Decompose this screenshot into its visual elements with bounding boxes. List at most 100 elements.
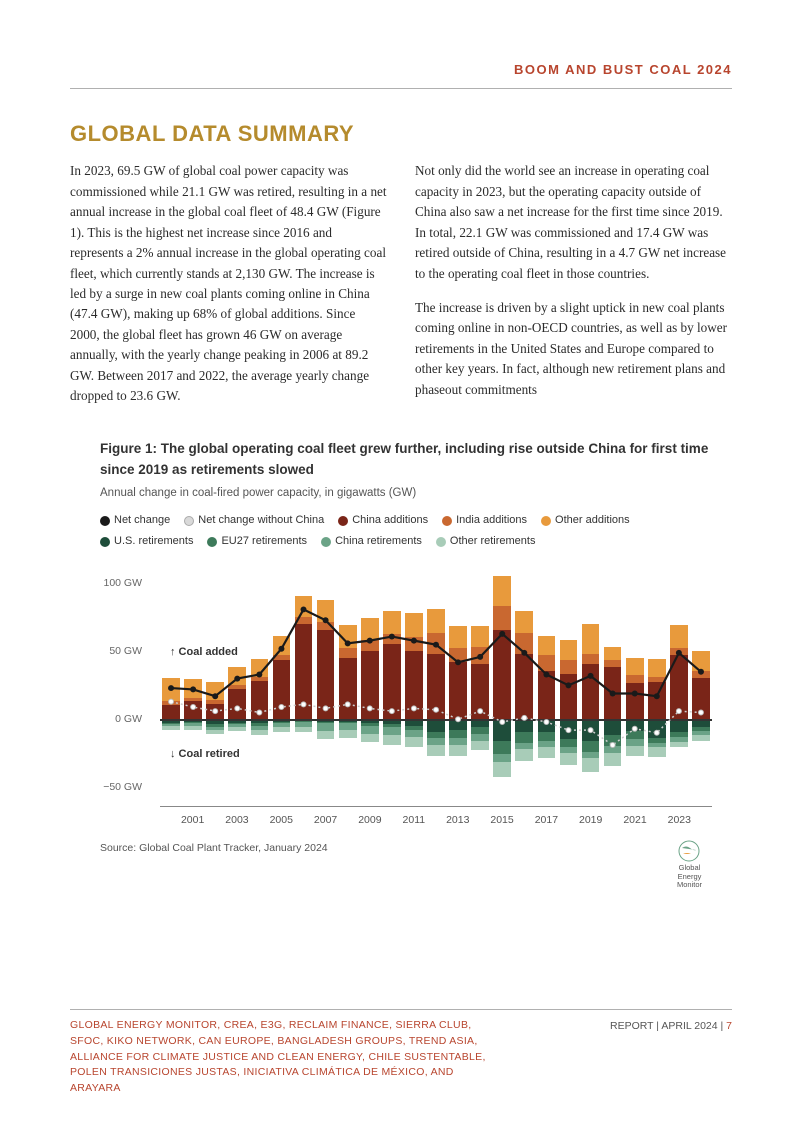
x-tick (514, 812, 535, 828)
bar-seg-ret (538, 719, 556, 733)
x-tick: 2001 (181, 812, 204, 828)
bar-seg-ret (295, 727, 313, 732)
bar-seg-add (493, 576, 511, 606)
bar-seg-ret (648, 719, 666, 738)
bar-seg-ret (471, 734, 489, 741)
bar-seg-ret (560, 753, 578, 765)
bar-seg-add (538, 671, 556, 719)
x-tick: 2023 (668, 812, 691, 828)
bar-seg-add (339, 625, 357, 648)
bar-seg-add (670, 648, 688, 655)
bar-seg-add (648, 659, 666, 677)
bar-year (535, 562, 557, 806)
bar-seg-ret (184, 726, 202, 730)
bar-year (447, 562, 469, 806)
bar-seg-add (515, 611, 533, 633)
legend-label: U.S. retirements (114, 535, 193, 547)
bar-seg-ret (162, 726, 180, 730)
bar-seg-add (692, 678, 710, 719)
bar-seg-add (184, 701, 202, 719)
paragraph-1: In 2023, 69.5 GW of global coal power ca… (70, 161, 387, 406)
bar-seg-add (273, 636, 291, 655)
figure-title: Figure 1: The global operating coal flee… (100, 439, 712, 481)
y-tick: 0 GW (90, 711, 142, 727)
bar-year (292, 562, 314, 806)
legend-swatch (184, 516, 194, 526)
bar-seg-add (361, 640, 379, 651)
legend-label: Other retirements (450, 535, 536, 547)
bar-seg-add (538, 655, 556, 671)
bar-year (491, 562, 513, 806)
bar-year (425, 562, 447, 806)
bar-seg-add (582, 624, 600, 654)
footer-orgs: GLOBAL ENERGY MONITOR, CREA, E3G, RECLAI… (70, 1018, 500, 1097)
x-tick: 2013 (446, 812, 469, 828)
x-tick: 2003 (225, 812, 248, 828)
bar-year (337, 562, 359, 806)
bar-seg-add (228, 667, 246, 685)
gem-logo: Global Energy Monitor (677, 840, 702, 889)
bar-seg-ret (405, 737, 423, 748)
x-tick (558, 812, 579, 828)
bar-seg-ret (493, 762, 511, 777)
footer-date: REPORT | APRIL 2024 | (610, 1020, 723, 1032)
legend-swatch (100, 516, 110, 526)
bar-seg-add (670, 625, 688, 648)
page-number: 7 (726, 1020, 732, 1032)
paragraph-3: The increase is driven by a slight uptic… (415, 298, 732, 400)
bar-seg-ret (604, 746, 622, 753)
bar-seg-add (692, 671, 710, 678)
bar-year (557, 562, 579, 806)
bar-year (624, 562, 646, 806)
logo-line-3: Monitor (677, 880, 702, 889)
bar-seg-ret (538, 741, 556, 748)
bar-seg-add (515, 654, 533, 719)
bar-year (204, 562, 226, 806)
bar-seg-add (206, 704, 224, 719)
bar-seg-ret (273, 727, 291, 732)
legend-label: Net change (114, 514, 170, 526)
x-tick (691, 812, 712, 828)
figure-legend: Net changeNet change without ChinaChina … (100, 511, 712, 552)
figure-source: Source: Global Coal Plant Tracker, Janua… (100, 840, 712, 889)
header-rule (70, 88, 732, 89)
bar-seg-ret (582, 758, 600, 772)
section-title: GLOBAL DATA SUMMARY (70, 117, 732, 151)
x-tick: 2011 (403, 812, 426, 828)
figure-subtitle: Annual change in coal-fired power capaci… (100, 485, 712, 503)
bar-seg-add (582, 654, 600, 665)
bar-seg-ret (604, 719, 622, 735)
bar-seg-add (427, 609, 445, 634)
legend-label: EU27 retirements (221, 535, 307, 547)
x-tick (337, 812, 358, 828)
legend-label: Net change without China (198, 514, 324, 526)
x-tick (382, 812, 403, 828)
bar-seg-add (626, 658, 644, 676)
bar-seg-add (383, 611, 401, 634)
bar-seg-add (405, 637, 423, 651)
bar-seg-add (361, 651, 379, 719)
bar-seg-ret (648, 747, 666, 757)
bar-seg-add (560, 660, 578, 674)
y-tick: 100 GW (90, 575, 142, 591)
annotation-coal-retired: ↓ Coal retired (170, 746, 240, 763)
bar-seg-add (251, 681, 269, 719)
bar-year (160, 562, 182, 806)
bar-seg-add (427, 654, 445, 719)
bar-seg-ret (449, 730, 467, 738)
bar-seg-ret (670, 719, 688, 733)
bar-seg-add (251, 659, 269, 677)
x-axis-labels: 2001200320052007200920112013201520172019… (160, 812, 712, 828)
bar-seg-ret (515, 719, 533, 733)
bar-seg-ret (560, 739, 578, 747)
bar-seg-ret (604, 753, 622, 767)
bar-year (403, 562, 425, 806)
x-tick (249, 812, 270, 828)
bar-seg-ret (538, 747, 556, 758)
bar-seg-add (295, 624, 313, 719)
bar-seg-add (317, 630, 335, 718)
bar-seg-ret (604, 735, 622, 746)
bar-seg-add (317, 622, 335, 630)
bar-seg-add (317, 600, 335, 622)
source-text: Source: Global Coal Plant Tracker, Janua… (100, 842, 328, 854)
